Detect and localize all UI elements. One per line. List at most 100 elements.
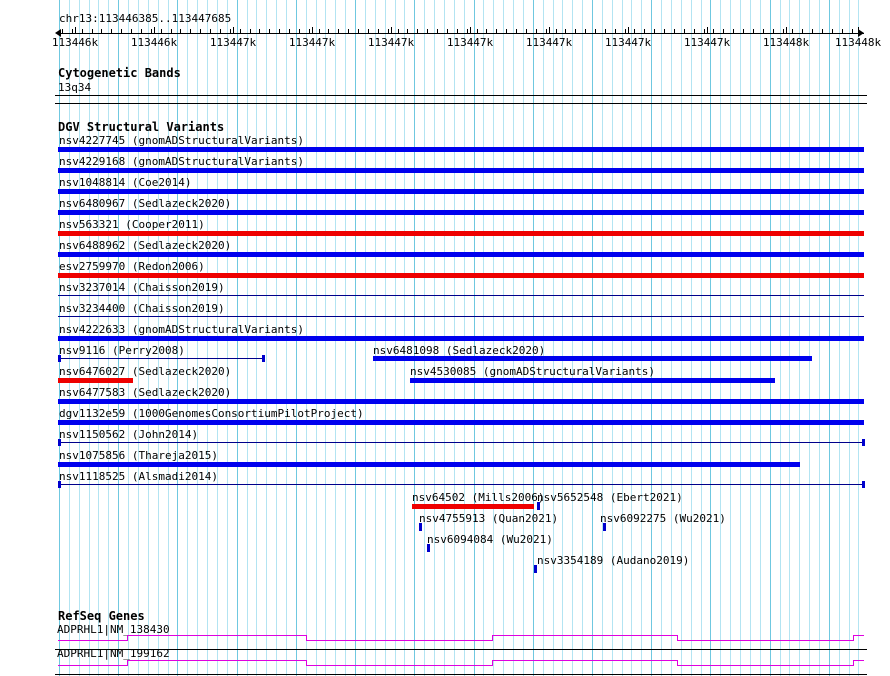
- variant-label[interactable]: nsv4755913 (Quan2021): [419, 512, 559, 525]
- variant-bar[interactable]: [58, 273, 864, 278]
- ruler-tick-minor: [753, 29, 754, 33]
- variant-label[interactable]: nsv6488962 (Sedlazeck2020): [59, 239, 232, 252]
- gene-label[interactable]: ADPRHL1|NM_199162: [57, 647, 170, 660]
- variant-bar[interactable]: [58, 399, 864, 404]
- variant-label[interactable]: nsv563321 (Cooper2011): [59, 218, 205, 231]
- ruler-tick-minor: [190, 29, 191, 33]
- variant-label[interactable]: nsv1075856 (Thareja2015): [59, 449, 218, 462]
- gene-segment[interactable]: [58, 640, 127, 641]
- variant-label[interactable]: nsv64502 (Mills2006): [412, 491, 545, 504]
- gene-segment[interactable]: [492, 635, 677, 636]
- ruler-tick-minor: [240, 29, 241, 33]
- variant-bar[interactable]: [58, 147, 864, 152]
- ruler-tick-minor: [131, 29, 132, 33]
- gene-segment[interactable]: [127, 635, 306, 636]
- variant-bar[interactable]: [410, 378, 775, 383]
- gene-segment[interactable]: [306, 665, 492, 666]
- variant-bar[interactable]: [58, 168, 864, 173]
- gene-segment[interactable]: [677, 665, 853, 666]
- gene-exon-riser: [677, 635, 678, 641]
- variant-point[interactable]: [427, 544, 430, 552]
- variant-bar[interactable]: [58, 462, 800, 467]
- gene-segment[interactable]: [853, 635, 864, 636]
- variant-line[interactable]: [58, 442, 862, 443]
- variant-startcap: [58, 439, 61, 446]
- ruler-tick-major: [391, 27, 392, 34]
- variant-label[interactable]: nsv1150562 (John2014): [59, 428, 199, 441]
- ruler-tick-minor: [832, 29, 833, 33]
- variant-point[interactable]: [603, 523, 606, 531]
- ruler-tick-label: 113446k: [130, 36, 178, 49]
- variant-line[interactable]: [58, 295, 864, 296]
- variant-label[interactable]: nsv1118525 (Alsmadi2014): [59, 470, 218, 483]
- variant-point[interactable]: [534, 565, 537, 573]
- ruler-tick-minor: [279, 29, 280, 33]
- variant-line[interactable]: [58, 316, 864, 317]
- ruler-tick-minor: [526, 29, 527, 33]
- variant-bar[interactable]: [58, 189, 864, 194]
- variant-bar[interactable]: [58, 420, 864, 425]
- gene-exon-riser: [853, 660, 854, 666]
- ruler-tick-minor: [289, 29, 290, 33]
- variant-label[interactable]: nsv6092275 (Wu2021): [600, 512, 726, 525]
- variant-point[interactable]: [419, 523, 422, 531]
- ruler-tick-major: [786, 27, 787, 34]
- ruler-tick-major: [154, 27, 155, 34]
- variant-label[interactable]: nsv4227745 (gnomADStructuralVariants): [59, 134, 305, 147]
- ruler-tick-minor: [210, 29, 211, 33]
- ruler-tick-minor: [684, 29, 685, 33]
- ruler-tick-minor: [634, 29, 635, 33]
- gene-segment[interactable]: [492, 660, 677, 661]
- variant-label[interactable]: nsv3237014 (Chaisson2019): [59, 281, 225, 294]
- gene-segment[interactable]: [677, 640, 853, 641]
- ruler-tick-minor: [743, 29, 744, 33]
- ruler-tick-minor: [477, 29, 478, 33]
- ruler-tick-label: 113448k: [834, 36, 882, 49]
- variant-bar[interactable]: [412, 504, 534, 509]
- variant-label[interactable]: nsv4229168 (gnomADStructuralVariants): [59, 155, 305, 168]
- gene-segment[interactable]: [853, 660, 864, 661]
- variant-label[interactable]: nsv1048814 (Coe2014): [59, 176, 192, 189]
- variant-label[interactable]: nsv4222633 (gnomADStructuralVariants): [59, 323, 305, 336]
- variant-label[interactable]: dgv1132e59 (1000GenomesConsortiumPilotPr…: [59, 407, 364, 420]
- variant-label[interactable]: nsv6476027 (Sedlazeck2020): [59, 365, 232, 378]
- gene-segment[interactable]: [58, 665, 127, 666]
- gene-exon-riser: [306, 660, 307, 666]
- variant-bar[interactable]: [58, 231, 864, 236]
- variant-label[interactable]: nsv9116 (Perry2008): [59, 344, 185, 357]
- ruler-tick-minor: [595, 29, 596, 33]
- ruler-tick-major: [628, 27, 629, 34]
- variant-label[interactable]: nsv6094084 (Wu2021): [427, 533, 553, 546]
- variant-label[interactable]: esv2759970 (Redon2006): [59, 260, 205, 273]
- cytoband-rule: [55, 95, 867, 96]
- ruler-tick-minor: [388, 29, 389, 33]
- gene-exon-riser: [492, 635, 493, 641]
- gene-exon-riser: [677, 660, 678, 666]
- ruler-tick-minor: [812, 29, 813, 33]
- ruler-tick-label: 113447k: [683, 36, 731, 49]
- ruler-tick-minor: [417, 29, 418, 33]
- variant-label[interactable]: nsv3354189 (Audano2019): [537, 554, 690, 567]
- gene-label[interactable]: ADPRHL1|NM_138430: [57, 623, 170, 636]
- gene-segment[interactable]: [127, 660, 306, 661]
- ruler-tick-minor: [328, 29, 329, 33]
- variant-bar[interactable]: [58, 378, 133, 383]
- variant-point[interactable]: [537, 502, 540, 510]
- variant-label[interactable]: nsv6477583 (Sedlazeck2020): [59, 386, 232, 399]
- variant-label[interactable]: nsv5652548 (Ebert2021): [537, 491, 683, 504]
- variant-bar[interactable]: [58, 210, 864, 215]
- gene-exon-riser: [492, 660, 493, 666]
- variant-bar[interactable]: [58, 336, 864, 341]
- variant-label[interactable]: nsv6481098 (Sedlazeck2020): [373, 344, 546, 357]
- ruler-tick-minor: [319, 29, 320, 33]
- variant-line[interactable]: [58, 484, 862, 485]
- variant-label[interactable]: nsv3234400 (Chaisson2019): [59, 302, 225, 315]
- variant-bar[interactable]: [58, 252, 864, 257]
- variant-label[interactable]: nsv4530085 (gnomADStructuralVariants): [410, 365, 656, 378]
- variant-label[interactable]: nsv6480967 (Sedlazeck2020): [59, 197, 232, 210]
- coordinate-ruler[interactable]: chr13:113446385..113447685 113446k 113446…: [0, 0, 890, 50]
- variant-bar[interactable]: [373, 356, 812, 361]
- ruler-tick-minor: [407, 29, 408, 33]
- variant-line[interactable]: [58, 358, 262, 359]
- gene-segment[interactable]: [306, 640, 492, 641]
